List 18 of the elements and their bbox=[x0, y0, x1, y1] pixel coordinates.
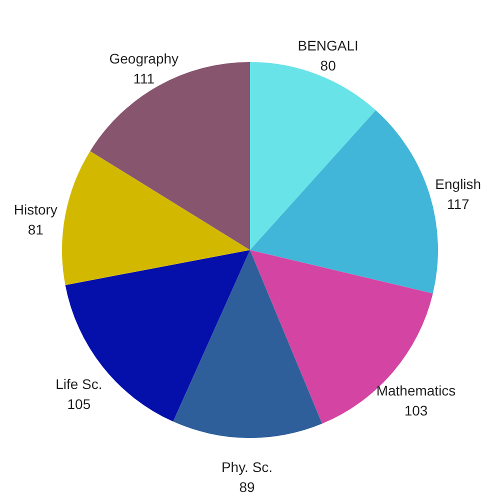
data-label: 81 bbox=[28, 221, 44, 238]
data-label: 111 bbox=[133, 70, 155, 87]
data-label: 117 bbox=[446, 196, 470, 212]
slice-label: Geography bbox=[109, 50, 179, 67]
data-label: 103 bbox=[404, 402, 428, 418]
slice-label: English bbox=[435, 176, 482, 192]
data-label: 89 bbox=[239, 478, 255, 495]
slice-label: BENGALI bbox=[298, 37, 358, 54]
pie-slice bbox=[173, 250, 322, 438]
pie-slice bbox=[62, 151, 250, 286]
pie-slice bbox=[250, 62, 376, 250]
pie-slice bbox=[250, 110, 438, 294]
data-label: 105 bbox=[67, 396, 91, 412]
slice-label: Phy. Sc. bbox=[221, 458, 273, 475]
data-label: 80 bbox=[320, 57, 336, 74]
slice-label: Mathematics bbox=[376, 382, 456, 398]
slice-label: Life Sc. bbox=[56, 376, 102, 392]
slice-label: History bbox=[14, 201, 58, 218]
